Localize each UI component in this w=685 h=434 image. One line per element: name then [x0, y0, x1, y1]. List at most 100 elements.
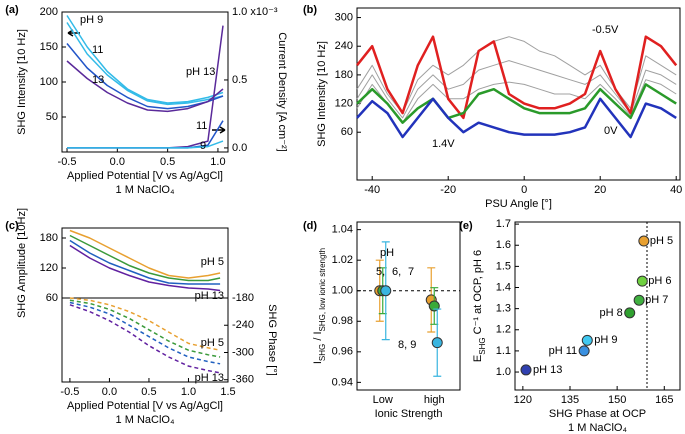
x-tick-label: 0.0	[110, 156, 125, 168]
point-label: pH 8	[599, 307, 622, 319]
y-tick-label: 1.6	[496, 239, 511, 251]
point-label: pH 7	[645, 294, 668, 306]
plot-frame	[356, 221, 461, 391]
annotation: pH	[380, 247, 394, 259]
y-tick-label: 1.3	[496, 303, 511, 315]
series-line	[69, 234, 221, 282]
x-tick-label: 135	[561, 394, 579, 406]
point-label: pH 5	[650, 235, 673, 247]
y2-tick-label: 0.5	[232, 74, 247, 86]
y-tick-label: 1.5	[496, 260, 511, 272]
annotation: 7	[408, 266, 414, 278]
y-tick-label: 1.7	[496, 218, 511, 230]
y2-axis-label: SHG Phase [°]	[266, 304, 278, 376]
data-point	[380, 285, 392, 297]
annotation: pH 5	[201, 256, 224, 268]
plot-frame	[61, 227, 229, 383]
x-tick-label: 1.5	[220, 386, 235, 398]
x-tick-label: Low	[373, 394, 393, 406]
y-tick-label: 60	[46, 292, 58, 304]
x-tick-label: 40	[670, 184, 682, 196]
y-tick-label: 1.4	[496, 281, 511, 293]
plot-frame	[514, 221, 681, 391]
y-axis-label-part: SHG	[478, 337, 487, 354]
panel-label: (a)	[5, 4, 19, 16]
panel-label: (b)	[303, 4, 317, 16]
annotation: pH 5	[201, 337, 224, 349]
x-axis-label: 1 M NaClO₄	[116, 184, 175, 196]
y-tick-label: 120	[335, 97, 353, 109]
annotation: 11	[196, 120, 207, 132]
data-point	[638, 235, 650, 247]
data-point	[624, 307, 636, 319]
panel-label: (c)	[5, 220, 19, 232]
x-tick-label: 0	[521, 184, 527, 196]
data-point	[633, 294, 645, 306]
series-line	[69, 229, 221, 279]
data-point	[431, 337, 443, 349]
y-tick-label: 150	[40, 41, 58, 53]
y-axis-label-part: C⁻¹ at OCP, pH 6	[472, 250, 484, 338]
y-tick-label: 200	[40, 6, 58, 18]
y-tick-label: 60	[341, 126, 353, 138]
annotation: 5,	[376, 266, 385, 278]
y-tick-label: 300	[335, 11, 353, 23]
x-tick-label: -0.5	[58, 156, 77, 168]
y-axis-label: SHG Amplitude [10Hz]	[16, 208, 28, 318]
y-tick-label: 1.0	[496, 366, 511, 378]
point-label: pH 6	[648, 275, 671, 287]
series-line	[356, 35, 678, 120]
y-tick-label: 100	[40, 76, 58, 88]
annotation: pH 13	[186, 66, 215, 78]
x-tick-label: 1.0	[181, 386, 196, 398]
y-tick-label: 1.04	[332, 224, 353, 236]
y-axis-label: ESHG C⁻¹ at OCP, pH 6	[472, 250, 487, 362]
annotation: pH 9	[80, 14, 103, 26]
series-line	[66, 60, 224, 113]
annotation: 11	[92, 44, 103, 56]
x-axis-label: Ionic Strength	[375, 408, 443, 420]
y-axis-label-part: E	[472, 355, 484, 362]
x-tick-label: -0.5	[60, 386, 79, 398]
annotation: 9	[200, 140, 206, 152]
x-axis-label: 1 M NaClO₄	[116, 414, 175, 426]
x-tick-label: 0.0	[102, 386, 117, 398]
panel-label: (d)	[303, 220, 317, 232]
series-line	[356, 36, 677, 114]
point-label: pH 9	[594, 334, 617, 346]
y-axis-label-part: I	[312, 361, 324, 364]
x-tick-label: 0.5	[160, 156, 175, 168]
y-tick-label: 1.1	[496, 345, 511, 357]
y2-tick-label: 0.0	[232, 142, 247, 154]
x-axis-label: Applied Potential [V vs Ag/AgCl]	[67, 170, 223, 182]
x-tick-label: -20	[440, 184, 456, 196]
series-line	[69, 299, 221, 358]
y-axis-label: SHG Intensity [10 Hz]	[16, 29, 28, 135]
y-tick-label: 0.94	[332, 376, 353, 388]
series-line	[356, 97, 677, 139]
annotation: 1.4V	[432, 138, 455, 150]
y-tick-label: 240	[335, 40, 353, 52]
y2-tick-label: 1.0 x10⁻³	[232, 6, 278, 18]
annotation: 6,	[392, 266, 401, 278]
series-line	[356, 83, 677, 124]
y-tick-label: 180	[40, 232, 58, 244]
series-line	[356, 60, 677, 119]
y2-tick-label: -300	[232, 346, 254, 358]
y-axis-label: ISHG / ISHG, low ionic strength	[312, 248, 327, 364]
point-label: pH 13	[533, 364, 562, 376]
y2-axis-label: Current Density [A cm⁻²]	[276, 32, 288, 152]
annotation: pH 13	[195, 372, 224, 384]
x-tick-label: 20	[594, 184, 606, 196]
series-line	[69, 239, 221, 285]
series-line	[356, 79, 677, 124]
series-line	[69, 244, 221, 292]
series-line	[66, 15, 224, 104]
x-axis-label: 1 M NaClO₄	[568, 422, 627, 434]
x-axis-label: Applied Potential [V vs Ag/AgCl]	[67, 400, 223, 412]
y-tick-label: 120	[40, 262, 58, 274]
annotation: 13	[92, 74, 104, 86]
data-point	[520, 364, 532, 376]
y-tick-label: 0.98	[332, 315, 353, 327]
